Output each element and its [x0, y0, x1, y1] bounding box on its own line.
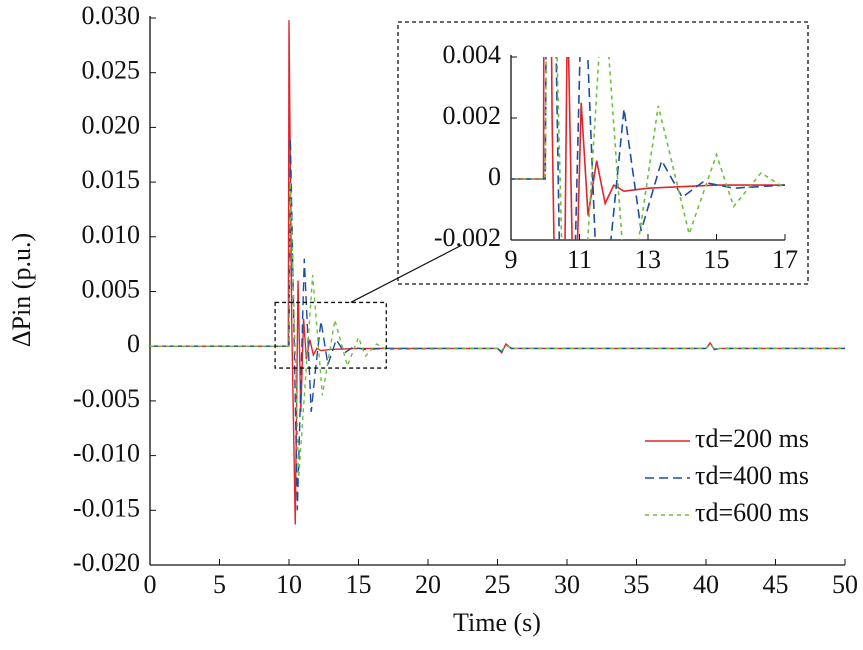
- y-tick-label: 0.015: [82, 165, 141, 194]
- x-tick-label: 5: [213, 570, 226, 599]
- x-tick-label: 20: [415, 570, 441, 599]
- y-tick-label: -0.020: [73, 548, 140, 577]
- x-tick-label: 50: [832, 570, 858, 599]
- x-tick-label: 35: [624, 570, 650, 599]
- y-tick-label: 0.025: [82, 56, 141, 85]
- y-tick-label: -0.002: [434, 223, 501, 252]
- legend-label: τd=200 ms: [695, 424, 809, 453]
- zoom-box: [274, 301, 387, 369]
- legend-label: τd=600 ms: [695, 498, 809, 527]
- series-line: [511, 57, 785, 240]
- series-line: [511, 57, 785, 240]
- x-tick-label: 9: [505, 245, 518, 274]
- x-axis-label: Time (s): [453, 608, 541, 637]
- x-tick-label: 15: [346, 570, 372, 599]
- y-tick-label: 0: [488, 162, 501, 191]
- x-tick-label: 45: [763, 570, 789, 599]
- y-tick-label: 0.020: [82, 110, 141, 139]
- x-tick-label: 25: [485, 570, 511, 599]
- y-tick-label: 0.005: [82, 274, 141, 303]
- x-tick-label: 15: [704, 245, 730, 274]
- y-tick-label: 0.010: [82, 220, 141, 249]
- legend-label: τd=400 ms: [695, 461, 809, 490]
- y-tick-label: 0.002: [443, 101, 502, 130]
- series-line: [511, 57, 785, 240]
- y-tick-label: 0.030: [82, 1, 141, 30]
- x-tick-label: 0: [144, 570, 157, 599]
- x-tick-label: 10: [276, 570, 302, 599]
- x-tick-label: 11: [567, 245, 592, 274]
- x-tick-label: 30: [554, 570, 580, 599]
- y-tick-label: -0.005: [73, 384, 140, 413]
- series-line: [150, 182, 845, 478]
- y-tick-label: -0.010: [73, 439, 140, 468]
- x-tick-label: 13: [635, 245, 661, 274]
- x-tick-label: 17: [772, 245, 798, 274]
- y-tick-label: 0.004: [443, 40, 502, 69]
- x-tick-label: 40: [693, 570, 719, 599]
- y-tick-label: -0.015: [73, 493, 140, 522]
- zoom-connector: [350, 244, 463, 303]
- y-tick-label: 0: [127, 329, 140, 358]
- y-axis-label: ΔPin (p.u.): [7, 233, 36, 347]
